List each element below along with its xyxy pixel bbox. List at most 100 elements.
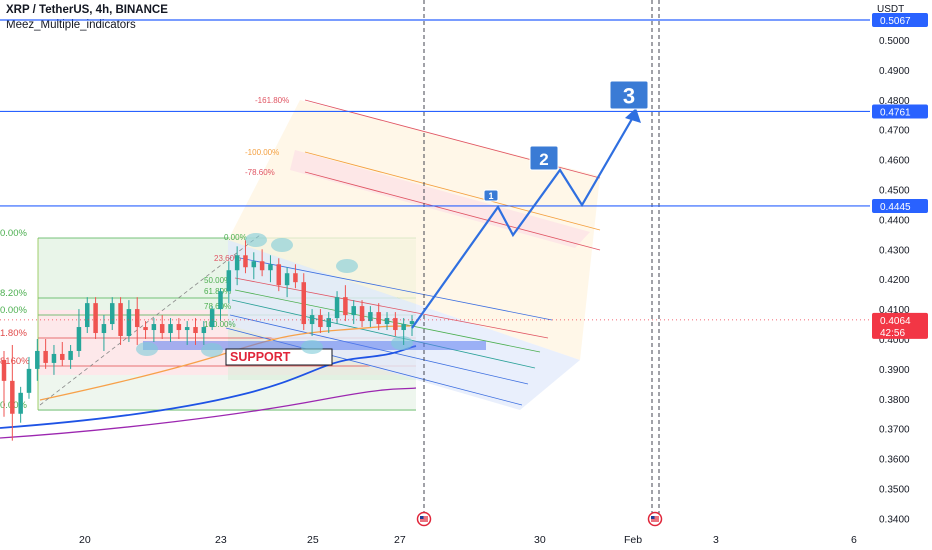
candle: [93, 297, 98, 339]
fib-ext-label: -100.00%: [245, 148, 279, 157]
candle-body: [201, 327, 207, 334]
candle-body: [151, 324, 157, 331]
wave-badge-label: 2: [539, 150, 548, 169]
candle-body: [126, 309, 132, 337]
touch-marker: [336, 259, 358, 273]
candle-body: [176, 324, 182, 331]
candle-body: [318, 315, 323, 328]
candle: [318, 309, 323, 334]
y-tick-label: 0.4900: [879, 66, 910, 77]
candle: [218, 288, 223, 322]
touch-marker: [245, 233, 267, 247]
candle: [143, 321, 148, 339]
fib-level-label: 8.20%: [0, 288, 27, 299]
fib-ext-label: -78.60%: [245, 168, 275, 177]
candle-body: [143, 327, 148, 331]
candle-body: [218, 291, 223, 310]
price-label-tag: [872, 12, 928, 27]
candle: [384, 312, 390, 331]
candle: [51, 344, 57, 375]
candle-body: [159, 324, 165, 334]
candle: [351, 300, 356, 325]
candle-body: [293, 273, 298, 283]
candle-body: [284, 273, 290, 286]
trend-diagonal: [39, 234, 261, 406]
candle: [60, 341, 65, 366]
inner-fib-label: 50.00%: [204, 276, 231, 285]
x-tick-label: 6: [851, 534, 857, 546]
candle: [259, 249, 265, 277]
candle: [151, 318, 157, 342]
candle: [168, 318, 173, 342]
blue-ma-line: [0, 345, 417, 429]
channel-line: [225, 327, 523, 406]
candle: [251, 252, 257, 280]
candle-body: [85, 303, 90, 328]
candle: [268, 255, 273, 283]
candle-body: [1, 359, 7, 381]
candle: [10, 344, 15, 441]
candle-body: [193, 327, 198, 334]
candle: [26, 356, 32, 399]
support-label: SUPPORT: [230, 350, 291, 364]
fib-ext-line: [304, 171, 601, 251]
x-tick-label: 23: [215, 534, 227, 546]
candle-body: [10, 380, 15, 414]
candle-body: [43, 350, 48, 363]
touch-marker: [201, 343, 223, 357]
inner-fib-label: 78.60%: [204, 302, 231, 311]
current-price-tag: [872, 312, 928, 339]
touch-marker: [136, 342, 158, 356]
x-tick-label: 20: [79, 534, 91, 546]
current-price-text: 0.4064: [880, 316, 911, 327]
candle-body: [26, 368, 32, 393]
y-tick-label: 0.3500: [879, 485, 910, 496]
x-tick-label: 3: [713, 534, 719, 546]
y-tick-label: 0.3700: [879, 425, 910, 436]
candle-body: [384, 318, 390, 325]
y-tick-label: 0.3900: [879, 365, 910, 376]
fib-level-label: 8160%: [0, 356, 30, 367]
candle-body: [343, 297, 348, 316]
candle-body: [226, 270, 232, 292]
x-tick-label: Feb: [624, 534, 642, 546]
candle-body: [101, 324, 107, 334]
y-tick-label: 0.3600: [879, 455, 910, 466]
candle: [85, 297, 90, 334]
symbol-title[interactable]: XRP / TetherUS, 4h, BINANCE: [6, 4, 168, 16]
candle: [409, 315, 415, 337]
us-flag-icon: [420, 516, 428, 522]
candle: [193, 318, 198, 345]
channel-line: [231, 299, 536, 369]
chart-header: XRP / TetherUS, 4h, BINANCE Meez_Multipl…: [6, 3, 168, 33]
candle: [43, 339, 48, 369]
candle-body: [134, 309, 140, 328]
candle-body: [243, 255, 248, 268]
candle: [393, 312, 398, 337]
support-label-box: [225, 348, 333, 366]
candle-body: [60, 353, 65, 360]
y-tick-label: 0.4200: [879, 275, 910, 286]
touch-marker: [271, 238, 293, 252]
candle-body: [276, 264, 282, 286]
price-label-tag: [872, 104, 928, 119]
indicator-name[interactable]: Meez_Multiple_indicators: [6, 19, 136, 31]
purple-ma-line: [0, 387, 417, 439]
price-label-text: 0.4761: [880, 107, 911, 118]
candle-body: [68, 350, 73, 360]
candle-body: [351, 306, 356, 316]
inner-fib-label: 61.80%: [204, 287, 231, 296]
candle-body: [334, 297, 340, 319]
us-flag-icon: [416, 511, 432, 527]
currency-label: USDT: [877, 4, 904, 15]
y-tick-label: 0.4500: [879, 186, 910, 197]
candle-body: [368, 312, 373, 322]
inner-fib-label: 23.60%: [214, 254, 241, 263]
us-flag-icon: [651, 516, 655, 519]
x-tick-label: 25: [307, 534, 319, 546]
y-tick-label: 0.3400: [879, 514, 910, 525]
projection-arrow: [411, 111, 637, 329]
candle: [1, 350, 7, 417]
candle-body: [251, 261, 257, 268]
